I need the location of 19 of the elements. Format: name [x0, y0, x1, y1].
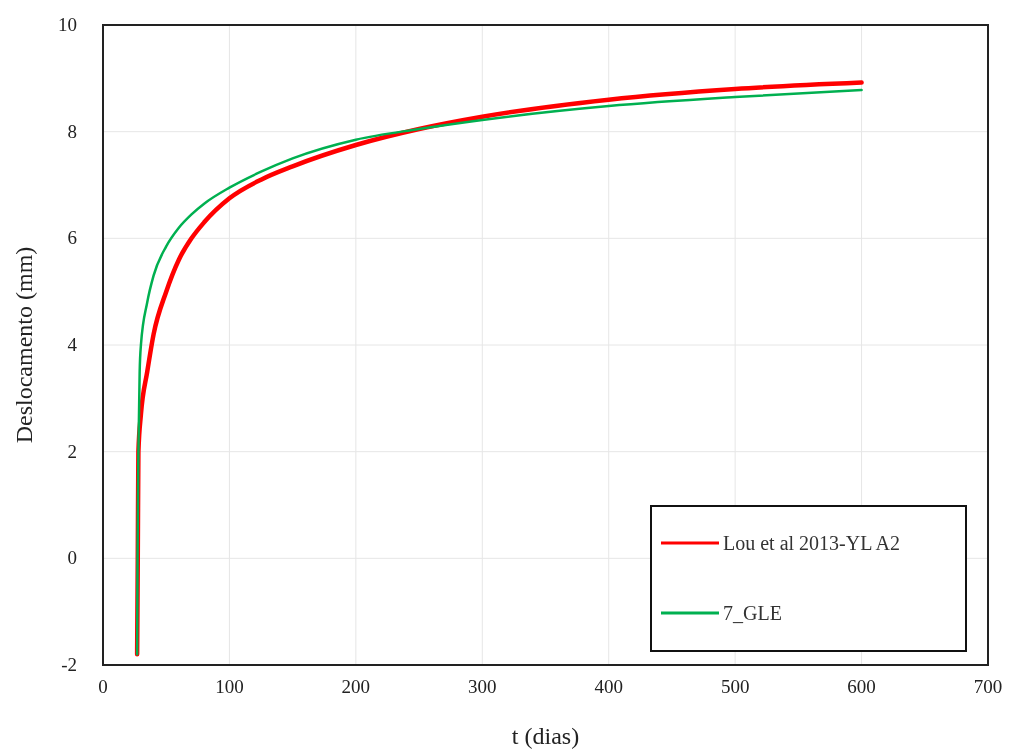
x-tick-label: 500: [720, 676, 750, 697]
x-axis-title: t (dias): [511, 723, 580, 749]
y-tick-label: 6: [67, 227, 77, 249]
y-axis-title: Deslocamento (mm): [11, 246, 37, 444]
x-tick-label: 700: [973, 676, 1003, 697]
x-tick-label: 400: [594, 676, 623, 697]
y-tick-label: 4: [67, 334, 78, 355]
x-tick-label: 200: [341, 676, 371, 697]
y-tick-label: 10: [58, 14, 77, 35]
y-tick-label: 8: [67, 120, 77, 142]
y-tick-label: -2: [61, 654, 77, 675]
x-tick-label: 600: [847, 676, 876, 697]
legend-label: Lou et al 2013-YL A2: [723, 532, 901, 554]
x-tick-label: 0: [98, 676, 108, 697]
x-tick-label: 100: [215, 676, 244, 697]
y-tick-label: 2: [67, 440, 77, 462]
x-tick-label: 300: [468, 676, 497, 697]
legend-label: 7_GLE: [723, 602, 782, 624]
y-tick-label: 0: [67, 547, 77, 569]
